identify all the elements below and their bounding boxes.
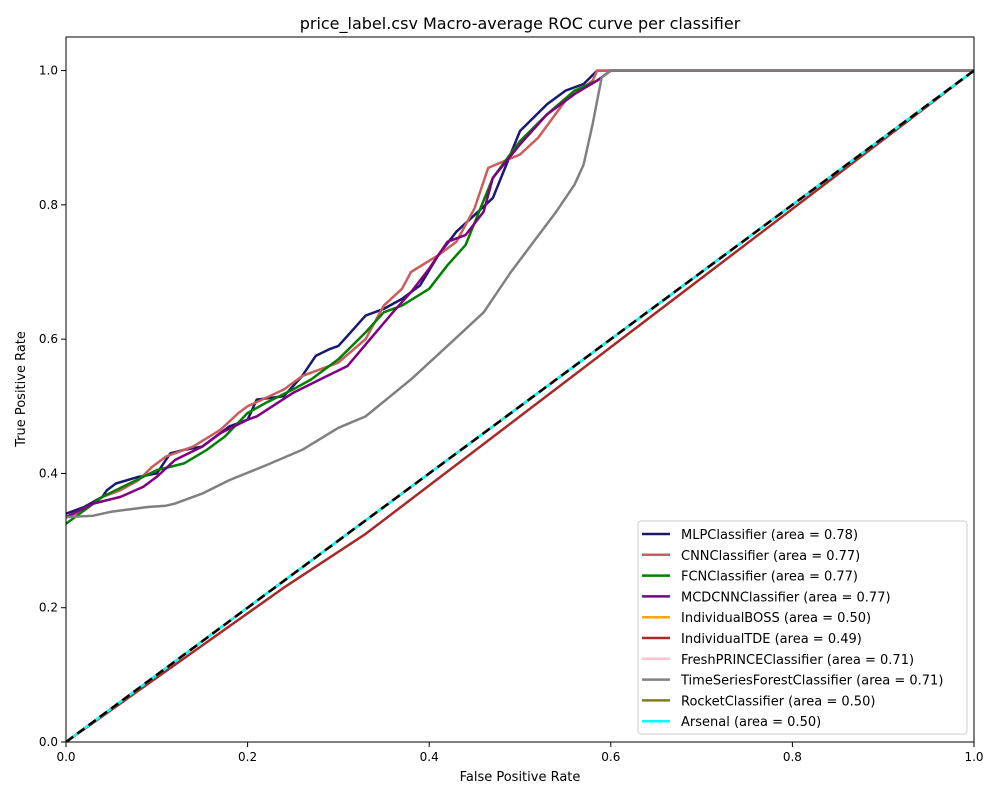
legend: MLPClassifier (area = 0.78) CNNClassifier… <box>637 520 968 735</box>
legend-label: MCDCNNClassifier (area = 0.77) <box>681 590 891 605</box>
y-tick-label: 0.8 <box>39 198 58 212</box>
legend-label: Arsenal (area = 0.50) <box>681 715 821 730</box>
x-tick-label: 0.0 <box>56 750 75 764</box>
series-line-3 <box>66 69 974 519</box>
legend-label: CNNClassifier (area = 0.77) <box>681 549 860 564</box>
legend-label: TimeSeriesForestClassifier (area = 0.71) <box>680 674 943 689</box>
axes-frame <box>65 36 975 743</box>
x-tick-label: 0.6 <box>601 750 620 764</box>
series-line-2 <box>66 69 974 525</box>
y-tick-label: 1.0 <box>39 64 58 78</box>
plot-area: 0.0 0.2 0.4 0.6 0.8 1.0 0.0 0.2 0.4 0.6 0.8 1.0 <box>39 36 984 764</box>
x-axis-label: False Positive Rate <box>460 770 581 785</box>
x-tick-label: 0.2 <box>238 750 257 764</box>
y-tick-label: 0.2 <box>39 601 58 615</box>
y-tick-label: 0.4 <box>39 466 58 480</box>
legend-label: FreshPRINCEClassifier (area = 0.71) <box>681 653 914 668</box>
series-group <box>66 69 974 742</box>
series-line-5 <box>66 69 974 742</box>
legend-label: MLPClassifier (area = 0.78) <box>681 528 858 543</box>
y-tick-label: 0.0 <box>39 735 58 749</box>
legend-label: IndividualTDE (area = 0.49) <box>681 632 862 647</box>
legend-label: IndividualBOSS (area = 0.50) <box>681 611 871 626</box>
y-axis-label: True Positive Rate <box>14 331 29 448</box>
x-tick-label: 1.0 <box>964 750 983 764</box>
series-line-1 <box>66 69 974 519</box>
x-tick-label: 0.8 <box>783 750 802 764</box>
reference-diagonal-line <box>66 69 974 742</box>
series-line-7 <box>66 69 974 519</box>
legend-label: FCNClassifier (area = 0.77) <box>681 570 858 585</box>
legend-box <box>637 520 968 735</box>
x-tick-label: 0.4 <box>420 750 439 764</box>
legend-label: RocketClassifier (area = 0.50) <box>681 694 875 709</box>
chart-title: price_label.csv Macro-average ROC curve … <box>300 14 741 34</box>
y-tick-label: 0.6 <box>39 332 58 346</box>
